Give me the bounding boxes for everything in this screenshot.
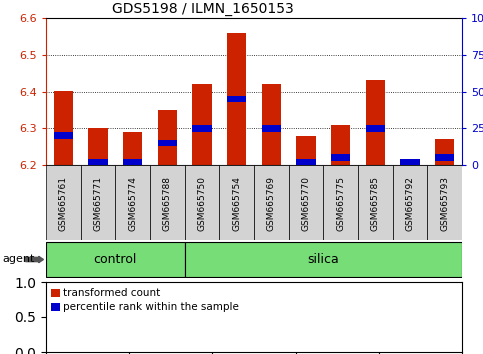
Bar — [297, 136, 315, 165]
Text: GSM665774: GSM665774 — [128, 176, 137, 231]
Bar — [289, 165, 323, 240]
Bar — [54, 132, 73, 139]
Bar — [54, 91, 73, 165]
Bar — [323, 165, 358, 240]
Bar — [400, 159, 420, 165]
Bar — [158, 110, 177, 165]
Text: GSM665788: GSM665788 — [163, 176, 172, 231]
Bar — [46, 242, 185, 277]
Bar — [366, 80, 385, 165]
Bar — [192, 125, 212, 132]
Bar — [400, 161, 420, 165]
Text: GDS5198 / ILMN_1650153: GDS5198 / ILMN_1650153 — [112, 2, 294, 16]
Text: GSM665785: GSM665785 — [371, 176, 380, 231]
Text: percentile rank within the sample: percentile rank within the sample — [63, 302, 239, 312]
Bar — [81, 165, 115, 240]
Bar — [158, 139, 177, 146]
Bar — [331, 154, 350, 161]
Bar — [227, 96, 246, 102]
Text: agent: agent — [2, 255, 35, 264]
Bar — [254, 165, 289, 240]
Bar — [262, 125, 281, 132]
Bar — [115, 165, 150, 240]
Text: GSM665775: GSM665775 — [336, 176, 345, 231]
Bar — [150, 165, 185, 240]
Text: GSM665792: GSM665792 — [406, 176, 414, 231]
Bar — [262, 84, 281, 165]
Bar — [427, 165, 462, 240]
Bar — [123, 159, 142, 165]
Bar — [358, 165, 393, 240]
Bar — [435, 154, 454, 161]
Bar — [366, 125, 385, 132]
Bar — [219, 165, 254, 240]
Text: GSM665771: GSM665771 — [94, 176, 102, 231]
Bar — [123, 132, 142, 165]
Bar — [88, 159, 108, 165]
Text: GSM665793: GSM665793 — [440, 176, 449, 231]
Text: control: control — [94, 253, 137, 266]
Text: transformed count: transformed count — [63, 288, 160, 298]
Bar — [185, 165, 219, 240]
Bar — [185, 242, 462, 277]
Text: GSM665770: GSM665770 — [301, 176, 311, 231]
Text: GSM665750: GSM665750 — [198, 176, 207, 231]
Bar — [331, 125, 350, 165]
Bar — [88, 128, 108, 165]
Text: silica: silica — [308, 253, 339, 266]
Bar — [435, 139, 454, 165]
Bar — [227, 33, 246, 165]
Text: GSM665761: GSM665761 — [59, 176, 68, 231]
Bar — [297, 159, 315, 165]
Bar — [393, 165, 427, 240]
Bar — [192, 84, 212, 165]
Text: GSM665769: GSM665769 — [267, 176, 276, 231]
Text: GSM665754: GSM665754 — [232, 176, 241, 231]
Bar — [46, 165, 81, 240]
